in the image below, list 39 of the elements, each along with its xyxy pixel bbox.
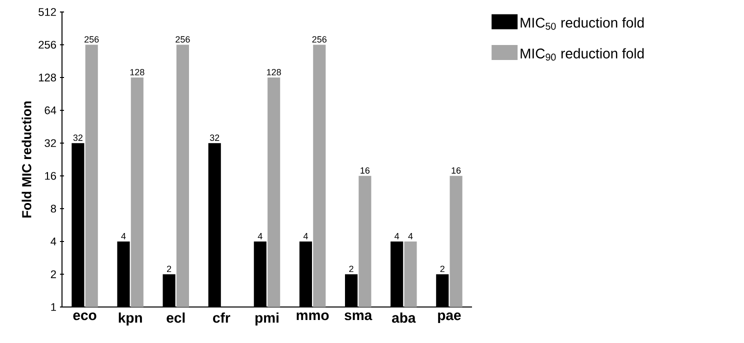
data-label: 128 [267,68,281,76]
y-tick-label: 8 [50,204,56,213]
y-tick-label: 128 [38,74,56,82]
data-label: 4 [258,233,262,240]
data-label: 16 [360,167,370,174]
x-tick-label: pae [438,312,461,323]
data-label: 4 [303,233,308,240]
data-label: 32 [210,134,220,141]
data-label: 256 [176,36,190,43]
data-label: 256 [84,36,99,43]
data-label: 16 [452,167,461,174]
data-label: 4 [121,233,126,240]
x-tick-label: aba [392,312,416,323]
data-label: 2 [440,266,444,272]
data-label: 4 [408,233,413,240]
x-tick-label: mmo [296,312,329,320]
y-tick-label: 1 [51,303,56,311]
x-tick-label: sma [344,312,372,320]
x-tick-label: eco [73,312,96,320]
x-tick-label: pmi [255,312,278,326]
legend-label: MIC$_{50}$ reduction fold [520,17,644,30]
x-tick-label: cfr [213,312,230,323]
data-label: 32 [73,134,82,141]
x-tick-label: kpn [118,312,142,326]
y-tick-label: 2 [50,270,56,278]
legend-label: MIC$_{90}$ reduction fold [520,48,644,61]
y-tick-label: 64 [44,106,56,114]
data-label: 2 [349,266,354,272]
data-label: 4 [394,233,400,240]
y-tick-label: 4 [50,238,56,246]
data-label: 2 [167,266,172,272]
data-label: 128 [130,68,144,76]
y-tick-label: 16 [45,172,56,180]
y-tick-label: 32 [44,139,56,148]
y-axis-title: Fold MIC reduction [22,101,32,218]
data-label: 256 [312,36,326,43]
y-tick-label: 256 [38,40,56,49]
y-tick-label: 512 [38,8,56,16]
x-tick-label: ecl [166,312,185,323]
